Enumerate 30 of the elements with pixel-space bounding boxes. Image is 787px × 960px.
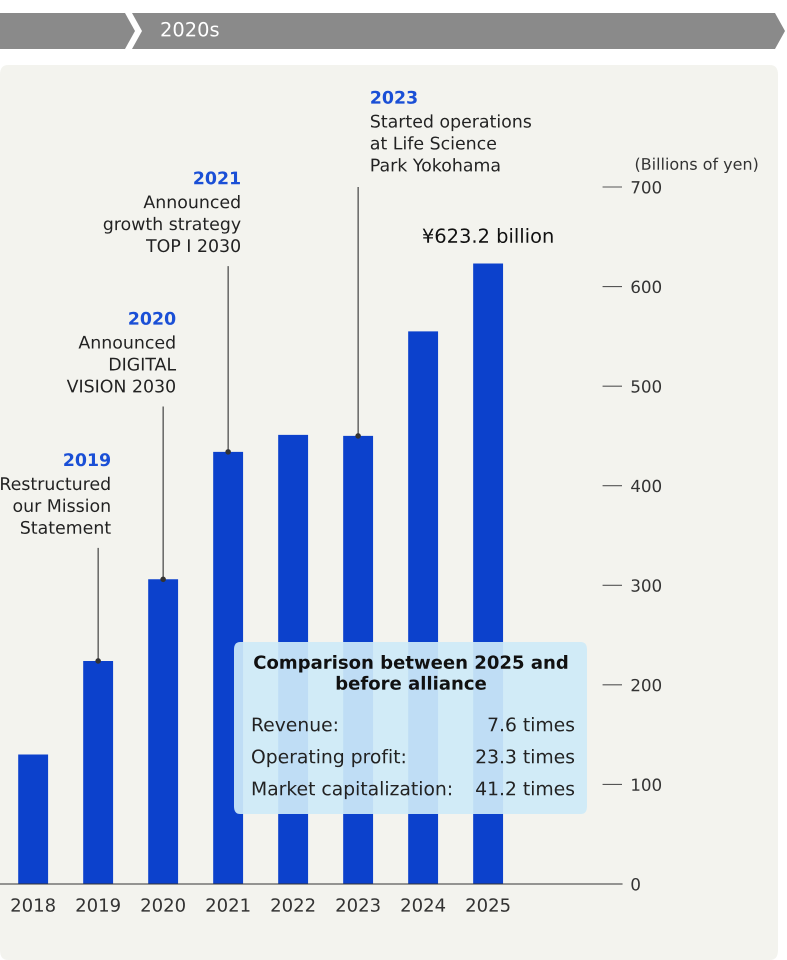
x-tick-label: 2025 bbox=[466, 898, 510, 912]
x-tick-label: 2022 bbox=[271, 898, 314, 912]
y-tick-label: 400 bbox=[631, 480, 662, 492]
y-tick-label: 0 bbox=[631, 878, 640, 891]
x-tick-label: 2019 bbox=[76, 898, 120, 912]
x-tick-label: 2020 bbox=[141, 898, 185, 912]
bar bbox=[148, 579, 178, 884]
y-tick-label: 300 bbox=[632, 579, 662, 592]
annotation: 2020 Announced DIGITAL VISION 2030 bbox=[66, 312, 176, 393]
y-tick-label: 600 bbox=[631, 280, 662, 294]
annotation: Comparison between 2025 and before alliance bbox=[254, 655, 568, 690]
x-tick-label: 2018 bbox=[11, 898, 55, 912]
x-tick-label: 2024 bbox=[401, 898, 446, 912]
x-tick-label: 2023 bbox=[336, 898, 380, 912]
text: 2020s bbox=[161, 22, 219, 37]
annotation: 2019 Restructured our Mission Statement bbox=[1, 453, 111, 534]
x-tick-label: 2021 bbox=[206, 898, 250, 912]
text: Revenue: 7.6 times bbox=[252, 717, 574, 732]
y-axis-title: (Billions of yen) bbox=[636, 158, 758, 174]
y-tick-label: 700 bbox=[632, 180, 662, 194]
text: Operating profit: 23.3 times bbox=[252, 749, 574, 768]
y-tick-label: 500 bbox=[632, 380, 662, 393]
annotation: 2023 Started operations at Life Science Park Yokohama bbox=[370, 90, 532, 172]
bar bbox=[83, 660, 114, 884]
annotation: 2021 Announced growth strategy TOP I 2030 bbox=[104, 171, 241, 252]
text: Market capitalization: 41.2 times bbox=[252, 781, 574, 800]
y-tick-label: 200 bbox=[632, 678, 662, 692]
bar bbox=[18, 754, 48, 884]
data-label: ¥623.2 billion bbox=[422, 228, 553, 244]
y-tick-label: 100 bbox=[632, 778, 662, 791]
